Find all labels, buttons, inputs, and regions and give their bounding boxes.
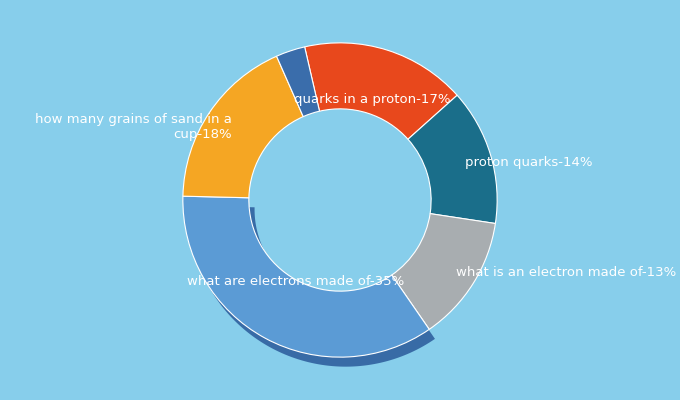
Text: how many grains of sand in a cup-18%: how many grains of sand in a cup-18% <box>35 114 232 142</box>
Text: proton quarks-14%: proton quarks-14% <box>465 156 592 169</box>
Wedge shape <box>305 43 457 139</box>
Wedge shape <box>277 47 320 117</box>
Text: what is an electron made of-13%: what is an electron made of-13% <box>456 266 676 279</box>
Text: what are electrons made of-35%: what are electrons made of-35% <box>187 276 405 288</box>
Wedge shape <box>183 56 303 198</box>
Wedge shape <box>392 214 495 329</box>
Wedge shape <box>408 95 497 224</box>
Text: quarks in a proton-17%: quarks in a proton-17% <box>294 93 450 106</box>
Wedge shape <box>183 196 429 357</box>
Polygon shape <box>188 206 435 367</box>
